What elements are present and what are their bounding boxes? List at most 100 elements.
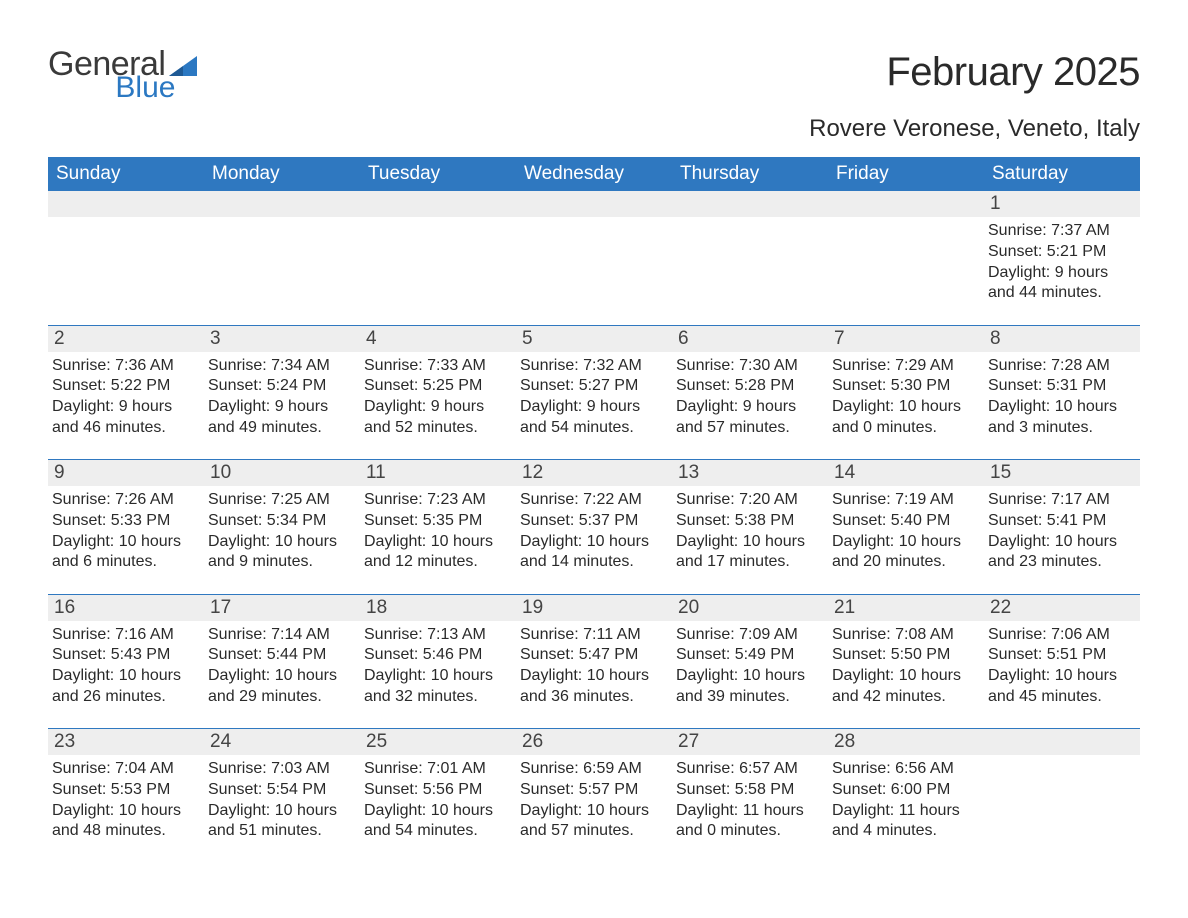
day-number: 15 (984, 460, 1140, 486)
daylight-line: Daylight: 9 hours and 57 minutes. (676, 397, 822, 439)
daylight-line: Daylight: 10 hours and 9 minutes. (208, 532, 354, 574)
sunrise-line: Sunrise: 7:03 AM (208, 759, 354, 780)
daylight-line: Daylight: 10 hours and 48 minutes. (52, 801, 198, 843)
sunrise-line: Sunrise: 7:16 AM (52, 625, 198, 646)
sunset-line: Sunset: 5:53 PM (52, 780, 198, 801)
sunrise-line: Sunrise: 7:19 AM (832, 490, 978, 511)
calendar-cell (984, 729, 1140, 863)
sunset-line: Sunset: 5:54 PM (208, 780, 354, 801)
day-details: Sunrise: 7:20 AMSunset: 5:38 PMDaylight:… (672, 486, 828, 573)
sunset-line: Sunset: 5:47 PM (520, 645, 666, 666)
daylight-line: Daylight: 10 hours and 6 minutes. (52, 532, 198, 574)
calendar-cell: 3Sunrise: 7:34 AMSunset: 5:24 PMDaylight… (204, 326, 360, 460)
sunrise-line: Sunrise: 7:29 AM (832, 356, 978, 377)
sunrise-line: Sunrise: 7:34 AM (208, 356, 354, 377)
daylight-line: Daylight: 11 hours and 4 minutes. (832, 801, 978, 843)
day-details: Sunrise: 7:04 AMSunset: 5:53 PMDaylight:… (48, 755, 204, 842)
sunrise-line: Sunrise: 7:25 AM (208, 490, 354, 511)
logo-triangle-icon (169, 56, 197, 76)
day-details: Sunrise: 7:16 AMSunset: 5:43 PMDaylight:… (48, 621, 204, 708)
day-details: Sunrise: 6:59 AMSunset: 5:57 PMDaylight:… (516, 755, 672, 842)
location: Rovere Veronese, Veneto, Italy (809, 115, 1140, 143)
sunset-line: Sunset: 5:58 PM (676, 780, 822, 801)
sunset-line: Sunset: 5:35 PM (364, 511, 510, 532)
daylight-line: Daylight: 9 hours and 52 minutes. (364, 397, 510, 439)
daylight-line: Daylight: 10 hours and 54 minutes. (364, 801, 510, 843)
day-number: 26 (516, 729, 672, 755)
day-details: Sunrise: 7:36 AMSunset: 5:22 PMDaylight:… (48, 352, 204, 439)
calendar-cell (828, 191, 984, 325)
sunset-line: Sunset: 5:28 PM (676, 376, 822, 397)
day-details: Sunrise: 7:30 AMSunset: 5:28 PMDaylight:… (672, 352, 828, 439)
calendar-cell (672, 191, 828, 325)
day-number (828, 191, 984, 217)
day-details: Sunrise: 7:22 AMSunset: 5:37 PMDaylight:… (516, 486, 672, 573)
day-details: Sunrise: 7:14 AMSunset: 5:44 PMDaylight:… (204, 621, 360, 708)
sunrise-line: Sunrise: 6:59 AM (520, 759, 666, 780)
sunset-line: Sunset: 5:21 PM (988, 242, 1134, 263)
day-details: Sunrise: 7:01 AMSunset: 5:56 PMDaylight:… (360, 755, 516, 842)
day-number (48, 191, 204, 217)
day-header-row: SundayMondayTuesdayWednesdayThursdayFrid… (48, 157, 1140, 191)
day-number: 2 (48, 326, 204, 352)
daylight-line: Daylight: 10 hours and 14 minutes. (520, 532, 666, 574)
day-number: 4 (360, 326, 516, 352)
calendar-cell (48, 191, 204, 325)
daylight-line: Daylight: 10 hours and 26 minutes. (52, 666, 198, 708)
sunset-line: Sunset: 5:38 PM (676, 511, 822, 532)
calendar-week: 1Sunrise: 7:37 AMSunset: 5:21 PMDaylight… (48, 191, 1140, 325)
calendar-cell: 21Sunrise: 7:08 AMSunset: 5:50 PMDayligh… (828, 595, 984, 729)
daylight-line: Daylight: 10 hours and 42 minutes. (832, 666, 978, 708)
sunrise-line: Sunrise: 6:56 AM (832, 759, 978, 780)
sunrise-line: Sunrise: 7:28 AM (988, 356, 1134, 377)
sunset-line: Sunset: 5:51 PM (988, 645, 1134, 666)
day-number: 12 (516, 460, 672, 486)
sunset-line: Sunset: 5:49 PM (676, 645, 822, 666)
daylight-line: Daylight: 10 hours and 0 minutes. (832, 397, 978, 439)
sunset-line: Sunset: 5:22 PM (52, 376, 198, 397)
daylight-line: Daylight: 10 hours and 57 minutes. (520, 801, 666, 843)
calendar-cell: 23Sunrise: 7:04 AMSunset: 5:53 PMDayligh… (48, 729, 204, 863)
day-number (984, 729, 1140, 755)
day-number: 1 (984, 191, 1140, 217)
sunrise-line: Sunrise: 7:17 AM (988, 490, 1134, 511)
day-number: 6 (672, 326, 828, 352)
header: General Blue February 2025 Rovere Verone… (48, 50, 1140, 149)
daylight-line: Daylight: 10 hours and 17 minutes. (676, 532, 822, 574)
daylight-line: Daylight: 10 hours and 36 minutes. (520, 666, 666, 708)
sunset-line: Sunset: 5:27 PM (520, 376, 666, 397)
day-details: Sunrise: 7:03 AMSunset: 5:54 PMDaylight:… (204, 755, 360, 842)
day-number: 28 (828, 729, 984, 755)
sunset-line: Sunset: 5:33 PM (52, 511, 198, 532)
sunrise-line: Sunrise: 7:11 AM (520, 625, 666, 646)
day-details: Sunrise: 7:11 AMSunset: 5:47 PMDaylight:… (516, 621, 672, 708)
calendar-cell: 13Sunrise: 7:20 AMSunset: 5:38 PMDayligh… (672, 460, 828, 594)
daylight-line: Daylight: 10 hours and 51 minutes. (208, 801, 354, 843)
calendar-cell: 22Sunrise: 7:06 AMSunset: 5:51 PMDayligh… (984, 595, 1140, 729)
sunrise-line: Sunrise: 7:23 AM (364, 490, 510, 511)
sunset-line: Sunset: 5:56 PM (364, 780, 510, 801)
calendar-cell: 12Sunrise: 7:22 AMSunset: 5:37 PMDayligh… (516, 460, 672, 594)
sunrise-line: Sunrise: 7:09 AM (676, 625, 822, 646)
calendar-week: 23Sunrise: 7:04 AMSunset: 5:53 PMDayligh… (48, 729, 1140, 863)
sunrise-line: Sunrise: 7:01 AM (364, 759, 510, 780)
sunset-line: Sunset: 5:40 PM (832, 511, 978, 532)
calendar-cell: 10Sunrise: 7:25 AMSunset: 5:34 PMDayligh… (204, 460, 360, 594)
day-number: 7 (828, 326, 984, 352)
sunset-line: Sunset: 5:44 PM (208, 645, 354, 666)
day-details: Sunrise: 7:28 AMSunset: 5:31 PMDaylight:… (984, 352, 1140, 439)
day-details: Sunrise: 7:26 AMSunset: 5:33 PMDaylight:… (48, 486, 204, 573)
day-number: 20 (672, 595, 828, 621)
day-details: Sunrise: 7:33 AMSunset: 5:25 PMDaylight:… (360, 352, 516, 439)
sunset-line: Sunset: 5:41 PM (988, 511, 1134, 532)
day-details: Sunrise: 6:57 AMSunset: 5:58 PMDaylight:… (672, 755, 828, 842)
daylight-line: Daylight: 10 hours and 29 minutes. (208, 666, 354, 708)
day-number (360, 191, 516, 217)
day-details: Sunrise: 7:09 AMSunset: 5:49 PMDaylight:… (672, 621, 828, 708)
calendar-table: SundayMondayTuesdayWednesdayThursdayFrid… (48, 157, 1140, 863)
sunset-line: Sunset: 6:00 PM (832, 780, 978, 801)
calendar-week: 9Sunrise: 7:26 AMSunset: 5:33 PMDaylight… (48, 460, 1140, 594)
day-details: Sunrise: 7:32 AMSunset: 5:27 PMDaylight:… (516, 352, 672, 439)
sunset-line: Sunset: 5:57 PM (520, 780, 666, 801)
day-header: Monday (204, 157, 360, 191)
